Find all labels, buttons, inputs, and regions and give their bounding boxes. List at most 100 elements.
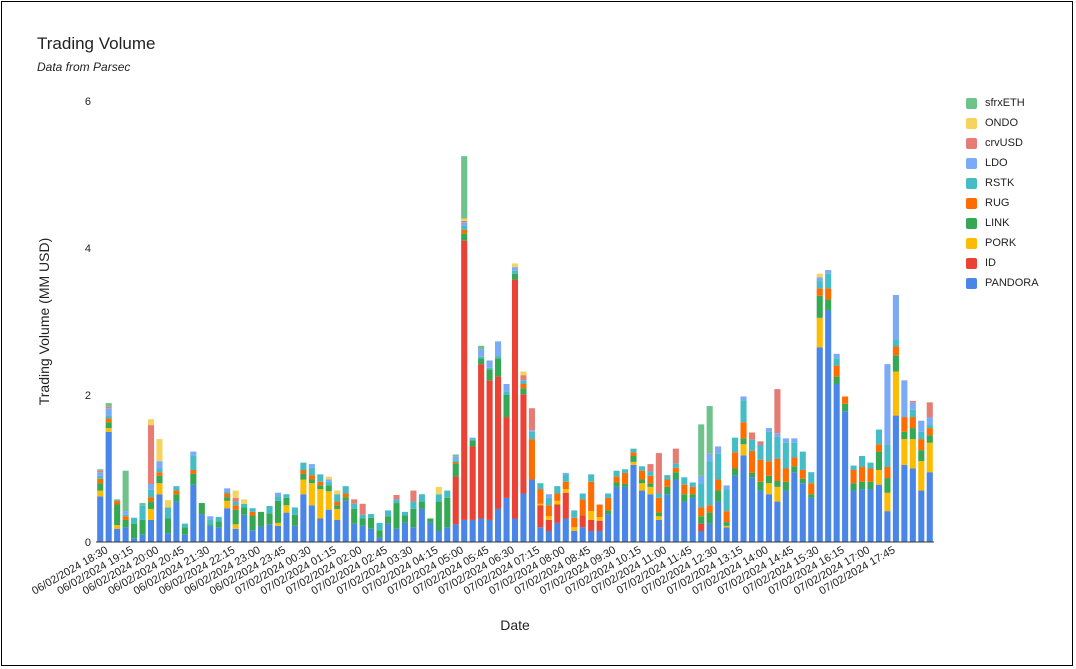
bar-segment-PORK-26 [317, 489, 324, 519]
bar-segment-LDO-13 [207, 516, 214, 520]
bar-segment-RSTK-75 [732, 437, 739, 453]
bar-segment-RUG-59 [596, 504, 603, 518]
bar-segment-LINK-85 [816, 295, 823, 318]
legend-swatch [966, 197, 977, 209]
bar-segment-ONDO-16 [232, 490, 239, 498]
bar-segment-PANDORA-61 [613, 486, 620, 543]
bar-segment-RUG-88 [842, 396, 849, 404]
bar-segment-LINK-69 [681, 494, 688, 502]
bar-segment-PANDORA-38 [418, 508, 425, 542]
bar-segment-RUG-25 [308, 475, 315, 480]
bar-segment-LINK-38 [418, 501, 425, 509]
bar-segment-RUG-24 [300, 469, 307, 474]
bar-segment-PANDORA-55 [562, 518, 569, 542]
bar-segment-PANDORA-30 [351, 523, 358, 543]
bar-segment-RSTK-41 [444, 490, 451, 498]
bar-segment-sfrxETH-42 [452, 454, 459, 457]
bar-segment-PANDORA-64 [638, 490, 646, 542]
bar-segment-LDO-87 [833, 353, 840, 359]
bar-segment-RSTK-24 [300, 462, 307, 470]
bar-segment-ONDO-28 [334, 490, 341, 495]
legend-label: ONDO [985, 117, 1018, 129]
bar-segment-LINK-6 [147, 501, 155, 509]
bar-segment-RSTK-15 [224, 492, 231, 494]
bar-segment-PANDORA-98 [926, 472, 933, 542]
bar-segment-RSTK-10 [181, 523, 188, 528]
bar-segment-LINK-87 [833, 376, 840, 384]
bar-segment-PANDORA-84 [808, 497, 815, 542]
legend-item-PORK: PORK [966, 233, 1039, 253]
bar-segment-RUG-98 [926, 428, 933, 436]
bar-segment-ONDO-7 [156, 439, 163, 462]
bar-segment-LINK-47 [495, 358, 502, 377]
bar-segment-sfrxETH-45 [478, 345, 485, 350]
bar-segment-LINK-96 [909, 428, 916, 440]
bar-segment-LDO-6 [147, 483, 155, 490]
bar-segment-crvUSD-50 [520, 375, 527, 381]
bar-segment-PORK-56 [571, 527, 578, 531]
y-axis-label: Trading Volume (MM USD) [36, 238, 52, 406]
bar-segment-LDO-47 [495, 341, 502, 357]
bar-segment-PANDORA-66 [655, 519, 662, 542]
bar-segment-RUG-75 [732, 452, 739, 469]
bar-segment-RSTK-96 [909, 409, 916, 418]
bar-segment-RSTK-87 [833, 358, 840, 366]
bar-segment-RUG-63 [630, 452, 637, 457]
bar-segment-RUG-43 [461, 229, 468, 234]
bar-segment-LINK-19 [258, 511, 265, 527]
bar-segment-RSTK-76 [740, 400, 747, 423]
bar-segment-RSTK-81 [782, 442, 789, 469]
legend-swatch [966, 217, 977, 229]
legend-label: PORK [985, 237, 1017, 249]
bar-segment-PANDORA-79 [765, 494, 772, 542]
bar-segment-RSTK-20 [266, 505, 273, 514]
bar-segment-RSTK-49 [511, 270, 519, 274]
bar-segment-ID-55 [562, 492, 569, 519]
bar-segment-PANDORA-24 [300, 494, 307, 542]
bar-segment-LINK-9 [173, 494, 180, 502]
bar-segment-RUG-16 [232, 505, 239, 510]
bar-segment-RSTK-13 [207, 519, 214, 525]
bar-segment-RSTK-53 [545, 497, 552, 506]
bar-segment-LINK-86 [825, 299, 832, 311]
y-tick-label: 4 [85, 243, 91, 255]
bar-segment-LINK-93 [884, 478, 891, 493]
bar-segment-RUG-76 [740, 422, 747, 439]
bar-segment-LDO-72 [706, 453, 713, 462]
bar-segment-PANDORA-60 [605, 514, 612, 542]
bar-segment-LINK-16 [232, 509, 239, 525]
bar-segment-LINK-17 [241, 507, 248, 515]
bar-segment-RSTK-56 [571, 510, 578, 518]
bar-segment-PANDORA-29 [342, 500, 349, 542]
bar-segment-PANDORA-14 [215, 527, 222, 542]
bar-segment-RSTK-54 [554, 486, 561, 494]
bar-segment-PORK-27 [325, 491, 332, 510]
bar-segment-RSTK-74 [723, 489, 730, 512]
bar-segment-PANDORA-73 [715, 501, 722, 542]
bar-segment-RUG-52 [537, 489, 544, 504]
bar-segment-LDO-95 [901, 380, 908, 418]
bar-segment-PORK-2 [114, 525, 121, 529]
y-tick-label: 0 [85, 537, 91, 549]
bar-segment-LINK-1 [105, 422, 112, 429]
bar-segment-RSTK-30 [351, 503, 358, 509]
bar-segment-LDO-25 [308, 464, 315, 468]
bar-segment-RSTK-2 [114, 499, 121, 501]
bar-segment-LDO-85 [816, 277, 823, 282]
bar-segment-PANDORA-90 [859, 489, 866, 542]
bar-segment-RUG-6 [147, 497, 155, 502]
bar-segment-PANDORA-33 [376, 537, 383, 542]
bar-segment-RSTK-67 [664, 475, 671, 480]
legend-swatch [966, 117, 977, 129]
bar-segment-RSTK-31 [359, 514, 366, 519]
bar-segment-RUG-85 [816, 288, 823, 296]
bar-segment-PORK-64 [638, 483, 646, 491]
legend-item-LINK: LINK [966, 213, 1039, 233]
bar-segment-LINK-28 [334, 505, 341, 509]
bar-segment-RSTK-82 [791, 442, 798, 458]
bar-segment-RUG-95 [901, 417, 908, 432]
bar-segment-PANDORA-41 [444, 527, 451, 542]
bar-segment-PANDORA-69 [681, 501, 688, 542]
bar-segment-RUG-68 [672, 467, 679, 473]
bar-segment-LINK-90 [859, 481, 866, 490]
